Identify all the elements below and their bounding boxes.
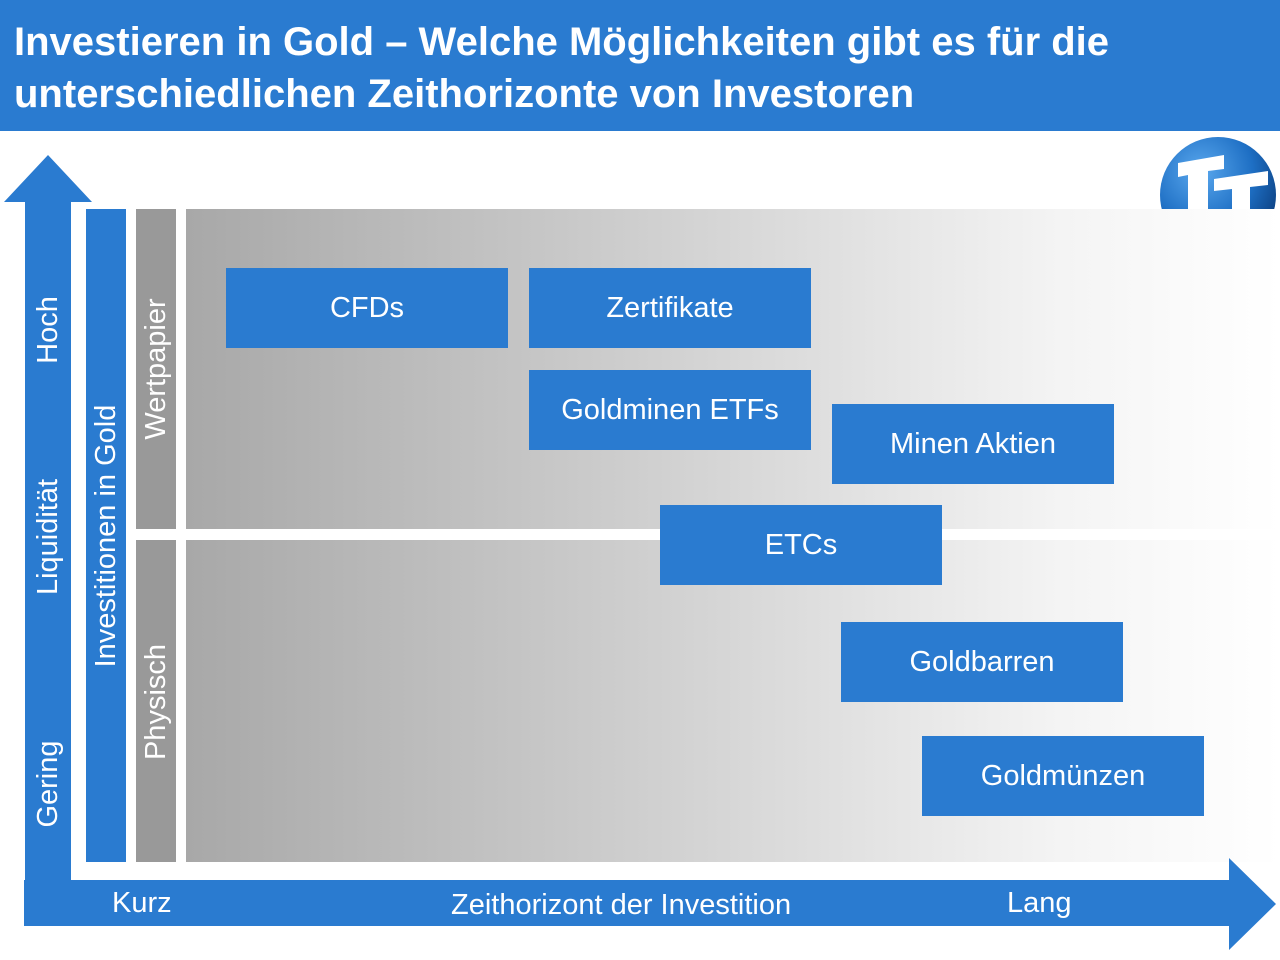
- goldminen-etfs-box: Goldminen ETFs: [529, 370, 811, 450]
- minen-aktien-box: Minen Aktien: [832, 404, 1114, 484]
- goldbarren-box: Goldbarren: [841, 622, 1123, 702]
- wertpapier-label: Wertpapier: [140, 298, 172, 440]
- time-long-label: Lang: [1007, 887, 1072, 919]
- time-short-label: Kurz: [112, 887, 172, 919]
- cfds-box: CFDs: [226, 268, 508, 348]
- liquidity-axis-label: Liquidität: [32, 478, 64, 596]
- liquidity-high-label: Hoch: [32, 296, 64, 364]
- wertpapier-region: [186, 209, 1280, 529]
- investitionen-label: Investitionen in Gold: [90, 404, 122, 668]
- time-axis-label: Zeithorizont der Investition: [451, 889, 792, 921]
- time-horizon-axis-arrow: [24, 858, 1276, 950]
- physisch-bar: [136, 540, 176, 862]
- page-title: Investieren in Gold – Welche Möglichkeit…: [14, 20, 1110, 116]
- liquidity-axis-arrow: [4, 155, 92, 900]
- goldmuenzen-box: Goldmünzen: [922, 736, 1204, 816]
- zertifikate-box: Zertifikate: [529, 268, 811, 348]
- etcs-box: ETCs: [660, 505, 942, 585]
- liquidity-low-label: Gering: [32, 740, 64, 828]
- investitionen-bar: [86, 209, 126, 862]
- wertpapier-bar: [136, 209, 176, 529]
- header-banner: Investieren in Gold – Welche Möglichkeit…: [0, 0, 1280, 131]
- physisch-label: Physisch: [140, 643, 172, 761]
